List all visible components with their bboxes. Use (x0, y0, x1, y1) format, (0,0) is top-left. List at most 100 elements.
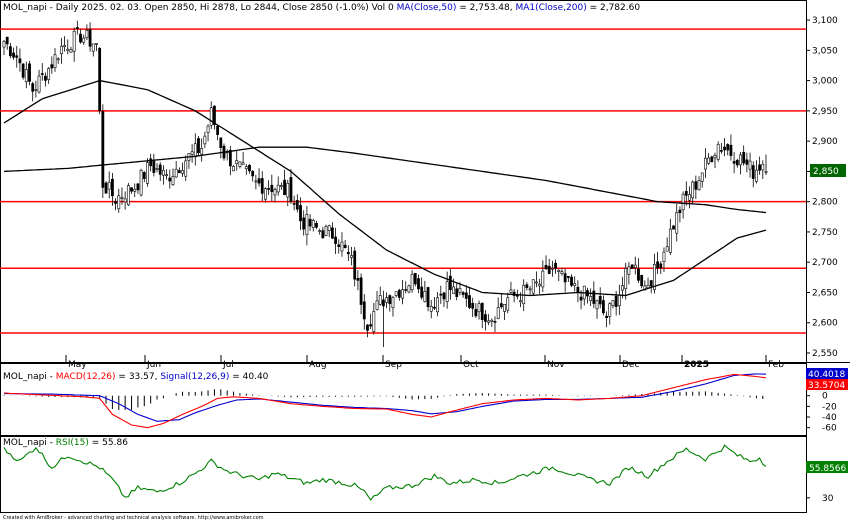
candle-body (394, 291, 398, 296)
y-tick-label: 3,050 (812, 46, 838, 56)
rsi-line (3, 444, 767, 501)
candle-body (40, 73, 44, 75)
last-price-value: 2,850 (813, 167, 839, 177)
candle-body (165, 174, 169, 176)
candle-body (464, 292, 468, 299)
candle-body (554, 262, 557, 269)
candle-body (691, 181, 695, 199)
panel-frame (0, 363, 807, 436)
candle-body (525, 284, 529, 289)
candle-body (174, 168, 178, 178)
candle-body (560, 271, 564, 274)
candle-body (292, 203, 296, 205)
candle-body (286, 182, 290, 198)
candle-body (678, 209, 682, 214)
candle-body (506, 297, 510, 311)
candle-body (541, 270, 545, 288)
candle-body (264, 188, 267, 200)
candle-body (656, 261, 659, 269)
signal-value: = 40.40 (232, 372, 268, 382)
candle-body (133, 188, 137, 192)
candle-body (668, 228, 672, 253)
candle-body (375, 300, 379, 310)
candle-body (79, 33, 82, 43)
candle-body (490, 319, 494, 322)
candle-body (742, 152, 746, 164)
candle-body (372, 311, 376, 332)
macd-y-tick-label: -20 (822, 402, 837, 412)
candle-body (350, 255, 353, 258)
candle-body (755, 169, 758, 182)
candle-body (455, 288, 459, 297)
candle-body (509, 289, 513, 293)
moving-averages (3, 79, 767, 297)
candle-body (126, 185, 130, 206)
candle-body (566, 276, 570, 278)
candle-body (82, 37, 86, 43)
x-tick-label: Feb (768, 360, 784, 370)
last-price-tag: 2,850 (810, 164, 846, 177)
candle-body (630, 264, 634, 269)
candle-body (31, 83, 35, 92)
candle-body (334, 236, 337, 244)
candle-body (748, 160, 752, 170)
candle-body (735, 159, 739, 166)
candle-body (232, 166, 235, 172)
candle-body (327, 225, 331, 232)
ma50-value: = 2,753.48, (459, 3, 512, 13)
candle-body (659, 263, 663, 268)
candle-body (726, 144, 730, 151)
candle-body (353, 250, 357, 280)
candle-body (158, 164, 162, 175)
candle-body (152, 160, 156, 173)
candle-body (340, 241, 344, 252)
rsi-tag-bg (806, 461, 848, 473)
candle-body (595, 300, 599, 310)
ma200-legend: MA1(Close,200) (515, 3, 586, 13)
candle-body (47, 68, 51, 80)
last-price-tag-bg (810, 164, 846, 177)
credit-line: Created with AmiBroker - advanced charti… (3, 515, 264, 521)
candle-body (410, 274, 414, 291)
candle-body (213, 105, 216, 125)
candle-body (413, 273, 417, 285)
candle-body (614, 295, 618, 307)
candle-body (601, 300, 605, 314)
candle-body (200, 147, 204, 155)
signal-tag-bg (806, 379, 848, 390)
macd-tag: 40.4018 (808, 370, 845, 380)
candle-body (570, 276, 573, 286)
candle-body (544, 265, 548, 270)
candle-body (168, 177, 172, 182)
candle-body (445, 281, 449, 302)
x-tick-label: Nov (547, 360, 565, 370)
x-tick-label: Oct (463, 360, 479, 370)
rsi-tag-value: 55.8566 (809, 464, 846, 474)
candle-body (56, 58, 60, 61)
candle-body (21, 63, 25, 78)
rsi-legend: RSI(15) (56, 438, 89, 448)
candle-body (531, 279, 535, 294)
support-resistance-lines (0, 28, 806, 334)
candle-body (2, 41, 6, 48)
candle-body (388, 295, 392, 304)
rsi-tag: 55.8566 (806, 461, 848, 474)
candlesticks (2, 20, 768, 347)
candle-body (305, 214, 309, 235)
candle-body (142, 172, 146, 179)
candle-body (359, 277, 363, 305)
candle-body (707, 157, 711, 164)
candle-body (573, 283, 577, 287)
candle-body (391, 297, 395, 309)
candle-body (442, 292, 446, 300)
candle-body (653, 264, 656, 290)
candle-body (547, 265, 551, 274)
candle-body (608, 303, 612, 317)
rsi-value: = 55.86 (92, 438, 128, 448)
candle-body (503, 304, 506, 312)
candle-body (519, 300, 522, 303)
panel-frame (0, 0, 807, 363)
candle-body (719, 150, 723, 152)
